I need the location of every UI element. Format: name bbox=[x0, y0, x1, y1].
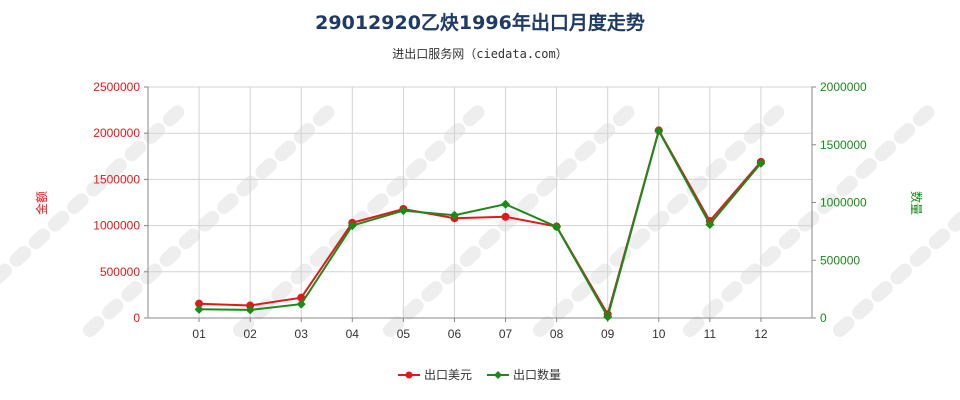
right-tick-label: 1000000 bbox=[820, 196, 867, 210]
right-tick-label: 500000 bbox=[820, 253, 860, 267]
left-tick-label: 2500000 bbox=[93, 80, 140, 94]
series-2-point bbox=[501, 199, 511, 209]
right-tick-label: 2000000 bbox=[820, 80, 867, 94]
left-tick-label: 1500000 bbox=[93, 172, 140, 186]
series-2-point bbox=[603, 312, 613, 322]
series-1-point bbox=[501, 212, 510, 221]
series-2-point bbox=[756, 158, 766, 168]
series-2-point bbox=[245, 305, 255, 315]
x-tick-label: 09 bbox=[601, 327, 615, 341]
series-layer bbox=[194, 126, 766, 322]
series-2-point bbox=[705, 219, 715, 229]
series-2-point bbox=[449, 210, 459, 220]
watermark bbox=[0, 103, 960, 337]
left-tick-label: 0 bbox=[133, 311, 140, 325]
legend-marker-2 bbox=[494, 371, 502, 379]
x-tick-label: 02 bbox=[243, 327, 257, 341]
y-axis-right-title: 数量 bbox=[909, 191, 924, 215]
x-tick-label: 11 bbox=[704, 327, 717, 341]
legend-label-2: 出口数量 bbox=[513, 367, 561, 382]
chart-grid bbox=[147, 86, 813, 319]
x-tick-label: 08 bbox=[550, 327, 564, 341]
x-tick-label: 07 bbox=[499, 327, 513, 341]
x-tick-label: 04 bbox=[346, 327, 360, 341]
watermark-stripe bbox=[383, 103, 637, 337]
legend-marker-1 bbox=[405, 371, 413, 379]
series-2-point bbox=[296, 299, 306, 309]
series-2-point bbox=[194, 304, 204, 314]
x-tick-label: 05 bbox=[397, 327, 411, 341]
right-tick-label: 0 bbox=[820, 311, 827, 325]
left-tick-label: 1000000 bbox=[93, 219, 140, 233]
y-axis-left-title: 金额 bbox=[34, 191, 49, 215]
series-2-point bbox=[398, 206, 408, 216]
watermark-stripe bbox=[0, 103, 187, 285]
watermark-stripe bbox=[533, 103, 787, 337]
series-2-point bbox=[654, 126, 664, 136]
left-tick-label: 500000 bbox=[100, 265, 140, 279]
right-tick-label: 1500000 bbox=[820, 138, 867, 152]
chart-title: 29012920乙炔1996年出口月度走势 bbox=[315, 12, 645, 34]
left-tick-label: 2000000 bbox=[93, 126, 140, 140]
watermark-stripe bbox=[833, 210, 960, 337]
left-axis-ticks: 0 500000 1000000 1500000 2000000 2500000 bbox=[93, 80, 148, 325]
chart-axes bbox=[147, 87, 813, 319]
chart-subtitle: 进出口服务网（ciedata.com） bbox=[392, 47, 568, 61]
right-axis-ticks: 0 500000 1000000 1500000 2000000 bbox=[812, 80, 867, 325]
series-2-point bbox=[552, 222, 562, 232]
x-tick-label: 12 bbox=[754, 327, 768, 341]
x-tick-label: 01 bbox=[192, 327, 206, 341]
series-1-point bbox=[195, 299, 204, 308]
x-axis-ticks: 01 02 03 04 05 06 07 08 09 10 11 12 bbox=[192, 318, 768, 341]
chart-legend: 出口美元 出口数量 bbox=[398, 367, 561, 382]
watermark-stripe bbox=[683, 103, 937, 337]
x-tick-label: 06 bbox=[448, 327, 462, 341]
x-tick-label: 10 bbox=[652, 327, 666, 341]
series-2-point bbox=[347, 221, 357, 231]
series-line-2 bbox=[199, 128, 762, 320]
watermark-stripe bbox=[83, 103, 337, 337]
legend-label-1: 出口美元 bbox=[424, 368, 472, 382]
x-tick-label: 03 bbox=[295, 327, 309, 341]
